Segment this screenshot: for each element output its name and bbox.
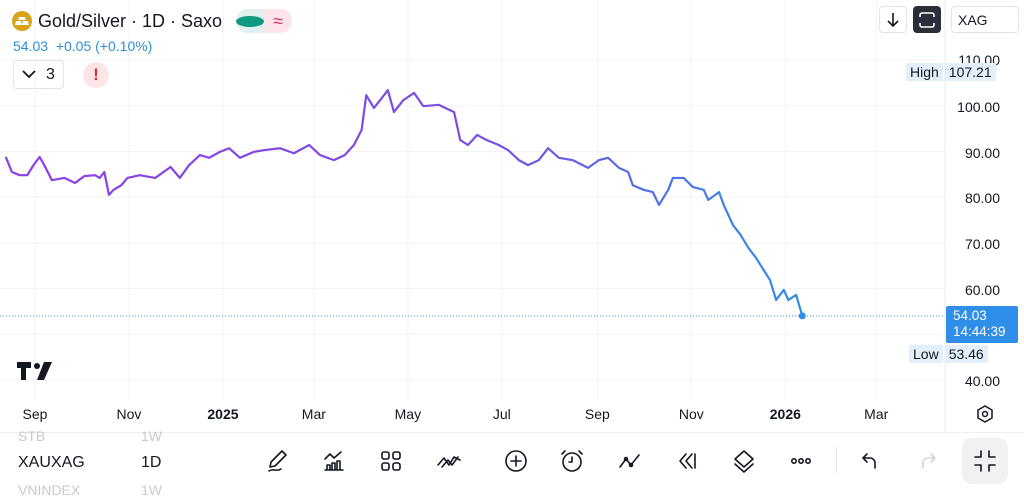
time-tick: Sep bbox=[584, 406, 610, 422]
watchlist-next-row[interactable]: VNINDEX 1W bbox=[18, 482, 162, 498]
gold-bars-icon bbox=[12, 11, 32, 31]
fullscreen-icon bbox=[919, 11, 935, 28]
alarm-icon[interactable] bbox=[558, 447, 586, 475]
patterns-icon[interactable] bbox=[435, 447, 463, 475]
more-icon[interactable] bbox=[787, 447, 815, 475]
chevron-down-icon bbox=[22, 70, 36, 79]
tradingview-logo[interactable] bbox=[17, 362, 53, 385]
line-tool-icon[interactable] bbox=[616, 447, 644, 475]
low-marker: Low 53.46 bbox=[909, 345, 988, 363]
time-tick: Nov bbox=[116, 406, 142, 422]
time-tick: 2026 bbox=[769, 406, 801, 422]
price-tick: 80.00 bbox=[964, 190, 1000, 206]
download-button[interactable] bbox=[879, 6, 907, 33]
price-tick: 100.00 bbox=[957, 99, 1000, 115]
indicators-toggle-button[interactable]: 3 bbox=[13, 60, 64, 89]
last-price: 54.03 bbox=[13, 38, 49, 54]
settings-icon[interactable] bbox=[976, 405, 994, 428]
price-tick: 90.00 bbox=[964, 145, 1000, 161]
layers-icon[interactable] bbox=[730, 447, 758, 475]
last-price-dot bbox=[798, 312, 806, 320]
warning-icon[interactable]: ! bbox=[83, 62, 109, 88]
price-tick: 40.00 bbox=[964, 373, 1000, 389]
undo-icon[interactable] bbox=[856, 447, 884, 475]
fullscreen-button[interactable] bbox=[913, 6, 941, 33]
current-interval: 1D bbox=[141, 454, 162, 471]
grid-icon[interactable] bbox=[377, 447, 405, 475]
chart-title-bar[interactable]: Gold/Silver · 1D · Saxo ≈ bbox=[12, 9, 293, 33]
arrow-down-icon bbox=[887, 12, 899, 27]
replay-icon[interactable] bbox=[673, 447, 701, 475]
toolbar-divider bbox=[836, 447, 837, 473]
redo-icon[interactable] bbox=[914, 447, 942, 475]
current-symbol: XAUXAG bbox=[18, 454, 85, 471]
bar-countdown: 14:44:39 bbox=[953, 324, 1006, 339]
time-tick: 2025 bbox=[207, 406, 239, 422]
time-tick: Mar bbox=[864, 406, 889, 422]
price-tick: 70.00 bbox=[964, 236, 1000, 252]
symbol-search-input[interactable]: XAG bbox=[951, 6, 1019, 33]
indicator-count: 3 bbox=[46, 65, 55, 83]
collapse-icon[interactable] bbox=[962, 438, 1008, 484]
watchlist-prev-row[interactable]: STB 1W bbox=[18, 428, 162, 444]
indicators-icon[interactable] bbox=[320, 447, 348, 475]
market-status-pill[interactable]: ≈ bbox=[236, 9, 293, 33]
price-chart[interactable] bbox=[0, 0, 1024, 432]
time-tick: May bbox=[394, 406, 422, 422]
time-tick: Sep bbox=[22, 406, 48, 422]
delayed-data-icon: ≈ bbox=[264, 9, 293, 33]
time-tick: Mar bbox=[301, 406, 326, 422]
market-open-icon bbox=[236, 15, 265, 27]
symbol-title: Gold/Silver · 1D · Saxo bbox=[38, 10, 223, 31]
watchlist-current-row[interactable]: XAUXAG 1D bbox=[18, 454, 161, 472]
pencil-icon[interactable] bbox=[264, 447, 292, 475]
high-marker: High 107.21 bbox=[906, 63, 996, 81]
current-price-label: 54.03 14:44:39 bbox=[946, 306, 1018, 343]
price-tick: 60.00 bbox=[964, 282, 1000, 298]
time-tick: Nov bbox=[678, 406, 704, 422]
bottom-toolbar bbox=[0, 432, 1024, 491]
price-quote: 54.03 +0.05 (+0.10%) bbox=[13, 38, 152, 54]
plus-circle-icon[interactable] bbox=[502, 447, 530, 475]
price-series-line bbox=[4, 89, 804, 317]
price-change: +0.05 (+0.10%) bbox=[55, 38, 153, 54]
time-tick: Jul bbox=[492, 406, 511, 422]
